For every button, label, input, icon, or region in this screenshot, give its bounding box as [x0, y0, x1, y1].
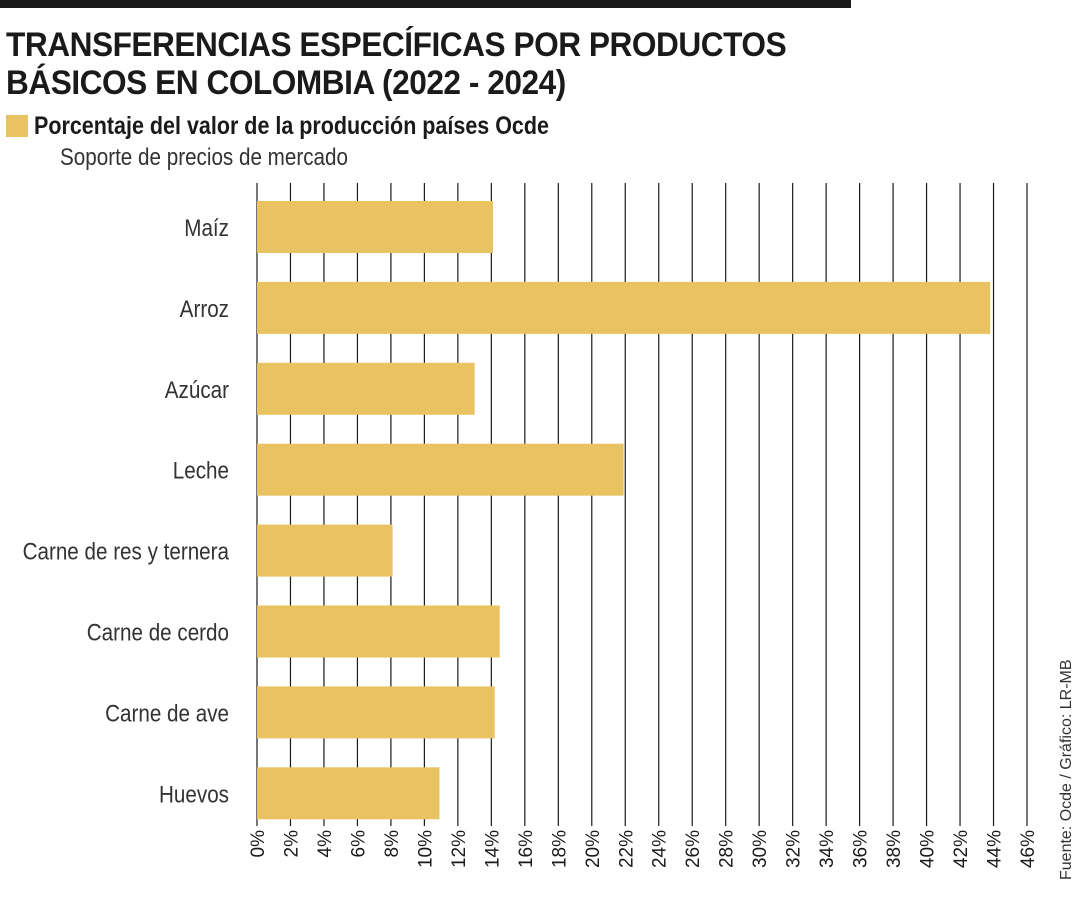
- bar: [257, 281, 991, 334]
- category-label: Leche: [173, 457, 229, 484]
- top-rule: [0, 0, 851, 8]
- x-tick-label: 40%: [918, 830, 939, 868]
- category-label: Carne de ave: [105, 700, 229, 727]
- x-tick-label: 18%: [549, 830, 570, 868]
- x-tick-label: 14%: [482, 830, 503, 868]
- x-tick-label: 0%: [248, 830, 269, 858]
- category-label: Huevos: [159, 781, 229, 808]
- bar: [257, 686, 495, 739]
- chart-title-line-1: TRANSFERENCIAS ESPECÍFICAS POR PRODUCTOS: [6, 26, 787, 64]
- x-tick-label: 12%: [449, 830, 470, 868]
- bar: [257, 605, 500, 658]
- x-tick-label: 46%: [1018, 830, 1039, 868]
- bar: [257, 443, 624, 496]
- legend-swatch: [6, 115, 28, 137]
- x-tick-label: 6%: [348, 830, 369, 858]
- x-tick-label: 32%: [784, 830, 805, 868]
- bar: [257, 767, 440, 820]
- x-tick-label: 20%: [583, 830, 604, 868]
- source-credit: Fuente: Ocde / Gráfico: LR-MB: [1058, 659, 1075, 880]
- legend-label: Porcentaje del valor de la producción pa…: [34, 111, 549, 140]
- x-tick-label: 22%: [616, 830, 637, 868]
- x-tick-label: 44%: [985, 830, 1006, 868]
- category-label: Carne de cerdo: [87, 619, 229, 646]
- x-tick-label: 30%: [750, 830, 771, 868]
- x-tick-label: 42%: [951, 830, 972, 868]
- legend: Porcentaje del valor de la producción pa…: [6, 112, 633, 140]
- chart-title: TRANSFERENCIAS ESPECÍFICAS POR PRODUCTOS…: [6, 26, 843, 102]
- x-tick-label: 4%: [315, 830, 336, 858]
- x-tick-label: 38%: [884, 830, 905, 868]
- category-label: Arroz: [180, 295, 229, 322]
- category-label: Carne de res y ternera: [23, 538, 230, 565]
- x-tick-label: 34%: [817, 830, 838, 868]
- bar: [257, 201, 494, 253]
- bar: [257, 524, 393, 577]
- bar: [257, 362, 475, 415]
- category-label-layer: Maíz Arroz Azúcar Leche Carne de res y terne…: [23, 215, 230, 808]
- category-label: Azúcar: [165, 376, 230, 403]
- bar-layer: [257, 201, 991, 820]
- x-tick-label: 36%: [851, 830, 872, 868]
- category-label: Maíz: [184, 215, 229, 242]
- x-tick-label: 10%: [415, 830, 436, 868]
- tick-label-layer: 0% 2% 4% 6% 8% 10% 12% 14% 16% 18% 20% 22% 24% 26% 28%…: [248, 830, 1039, 868]
- x-tick-label: 8%: [382, 830, 403, 858]
- x-tick-label: 2%: [281, 830, 302, 858]
- x-tick-label: 26%: [683, 830, 704, 868]
- x-tick-label: 16%: [516, 830, 537, 868]
- chart-title-line-2: BÁSICOS EN COLOMBIA (2022 - 2024): [6, 64, 566, 102]
- x-tick-label: 28%: [717, 830, 738, 868]
- chart-subtitle: Soporte de precios de mercado: [60, 144, 348, 171]
- x-tick-label: 24%: [650, 830, 671, 868]
